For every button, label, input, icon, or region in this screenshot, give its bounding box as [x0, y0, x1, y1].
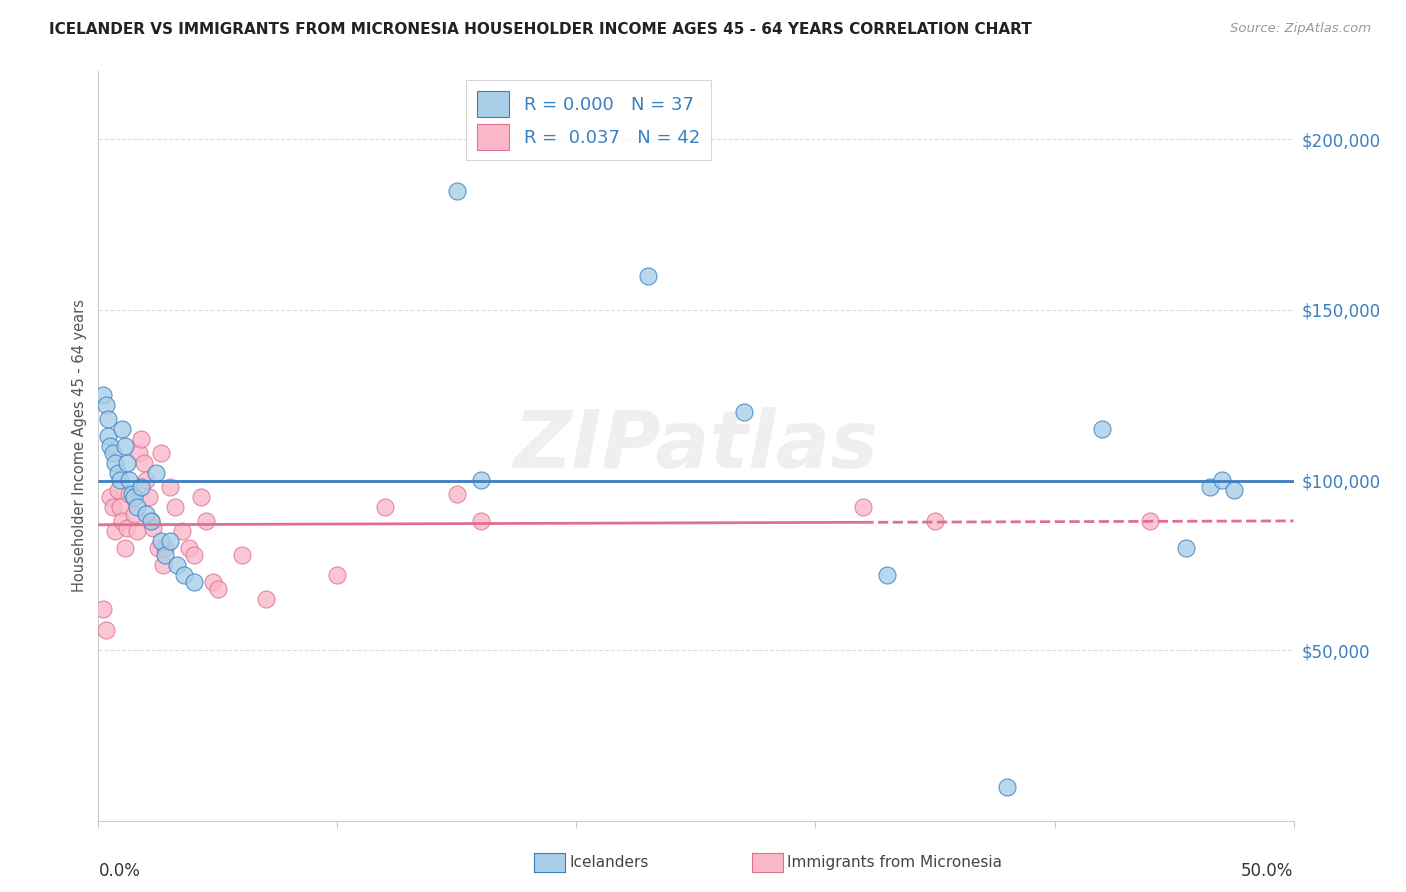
- Point: [107, 483, 129, 498]
- Point: [94, 623, 117, 637]
- Point: [155, 541, 177, 556]
- Point: [94, 398, 117, 412]
- Point: [172, 524, 194, 538]
- Point: [202, 575, 225, 590]
- Y-axis label: Householder Income Ages 45 - 64 years: Householder Income Ages 45 - 64 years: [72, 300, 87, 592]
- Point: [852, 500, 875, 515]
- Point: [470, 514, 492, 528]
- Text: ZIPatlas: ZIPatlas: [513, 407, 879, 485]
- Point: [1091, 422, 1114, 436]
- Text: Immigrants from Micronesia: Immigrants from Micronesia: [787, 855, 1002, 870]
- Text: Icelanders: Icelanders: [569, 855, 648, 870]
- Point: [149, 446, 172, 460]
- Point: [1175, 541, 1198, 556]
- Point: [1211, 473, 1233, 487]
- Point: [924, 514, 946, 528]
- Point: [1139, 514, 1161, 528]
- Text: ICELANDER VS IMMIGRANTS FROM MICRONESIA HOUSEHOLDER INCOME AGES 45 - 64 YEARS CO: ICELANDER VS IMMIGRANTS FROM MICRONESIA …: [49, 22, 1032, 37]
- Point: [207, 582, 229, 596]
- Point: [374, 500, 396, 515]
- Point: [195, 514, 218, 528]
- Point: [1199, 480, 1222, 494]
- Point: [107, 467, 129, 481]
- Point: [876, 568, 898, 582]
- Point: [183, 548, 205, 562]
- Point: [101, 500, 124, 515]
- Point: [142, 521, 165, 535]
- Text: 0.0%: 0.0%: [98, 862, 141, 880]
- Legend: R = 0.000   N = 37, R =  0.037   N = 42: R = 0.000 N = 37, R = 0.037 N = 42: [465, 80, 711, 161]
- Point: [97, 411, 120, 425]
- Point: [114, 541, 136, 556]
- Point: [104, 524, 127, 538]
- Point: [173, 568, 195, 582]
- Point: [91, 388, 114, 402]
- Point: [190, 490, 212, 504]
- Point: [733, 405, 755, 419]
- Point: [179, 541, 201, 556]
- Point: [155, 548, 177, 562]
- Point: [124, 490, 146, 504]
- Point: [135, 507, 157, 521]
- Point: [637, 268, 659, 283]
- Point: [131, 480, 153, 494]
- Point: [995, 780, 1018, 794]
- Point: [470, 473, 492, 487]
- Point: [101, 446, 124, 460]
- Point: [125, 500, 148, 515]
- Point: [132, 456, 155, 470]
- Point: [104, 456, 127, 470]
- Point: [145, 467, 167, 481]
- Point: [125, 524, 148, 538]
- Point: [149, 534, 172, 549]
- Point: [446, 184, 468, 198]
- Point: [152, 558, 174, 573]
- Point: [108, 473, 131, 487]
- Point: [97, 429, 120, 443]
- Point: [326, 568, 349, 582]
- Point: [254, 592, 277, 607]
- Point: [138, 490, 160, 504]
- Point: [135, 473, 157, 487]
- Point: [1223, 483, 1246, 498]
- Point: [231, 548, 253, 562]
- Point: [163, 500, 186, 515]
- Point: [124, 507, 146, 521]
- Point: [166, 558, 188, 573]
- Point: [159, 480, 181, 494]
- Point: [118, 473, 141, 487]
- Point: [446, 486, 468, 500]
- Point: [115, 456, 138, 470]
- Point: [111, 514, 134, 528]
- Point: [111, 422, 134, 436]
- Point: [118, 486, 141, 500]
- Text: Source: ZipAtlas.com: Source: ZipAtlas.com: [1230, 22, 1371, 36]
- Point: [108, 500, 131, 515]
- Point: [183, 575, 205, 590]
- Point: [121, 486, 143, 500]
- Point: [128, 446, 150, 460]
- Point: [115, 521, 138, 535]
- Point: [98, 439, 122, 453]
- Point: [114, 439, 136, 453]
- Point: [139, 514, 162, 528]
- Point: [131, 432, 153, 446]
- Point: [91, 602, 114, 616]
- Point: [159, 534, 181, 549]
- Point: [98, 490, 122, 504]
- Text: 50.0%: 50.0%: [1241, 862, 1294, 880]
- Point: [148, 541, 170, 556]
- Point: [139, 514, 162, 528]
